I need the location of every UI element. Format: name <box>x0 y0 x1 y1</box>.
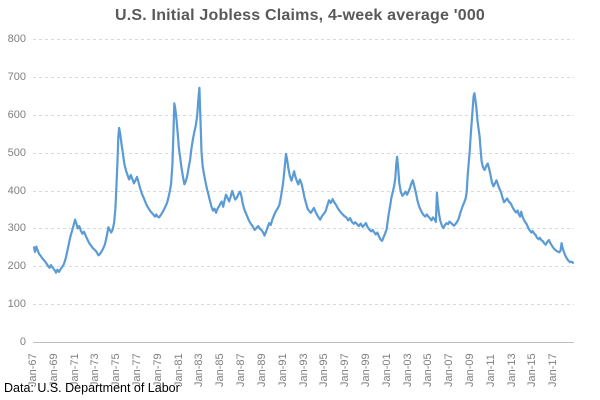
x-tick-label: Jan-05 <box>422 353 434 387</box>
x-tick-label: Jan-85 <box>214 353 226 387</box>
y-tick-label: 600 <box>7 108 26 121</box>
y-tick-label: 800 <box>7 32 26 45</box>
x-tick-label: Jan-83 <box>193 353 205 387</box>
x-tick-label: Jan-97 <box>339 353 351 387</box>
y-tick-label: 200 <box>7 259 26 272</box>
x-tick-label: Jan-89 <box>256 353 268 387</box>
y-tick-label: 400 <box>7 184 26 197</box>
x-tick-label: Jan-87 <box>235 353 247 387</box>
y-tick-label: 500 <box>7 146 26 159</box>
x-tick-label: Jan-01 <box>381 353 393 387</box>
claims-data-line <box>32 86 575 274</box>
x-tick-label: Jan-13 <box>506 353 518 387</box>
chart-title: U.S. Initial Jobless Claims, 4-week aver… <box>114 7 486 24</box>
x-tick-label: Jan-11 <box>485 354 497 387</box>
x-tick-label: Jan-07 <box>443 353 455 387</box>
y-tick-label: 700 <box>7 70 26 83</box>
y-tick-label: 100 <box>7 297 26 310</box>
x-tick-label: Jan-09 <box>464 353 476 387</box>
x-tick-label: Jan-99 <box>360 353 372 387</box>
y-tick-label: 0 <box>19 335 26 348</box>
x-tick-label: Jan-91 <box>277 353 289 387</box>
x-tick-label: Jan-03 <box>402 353 414 387</box>
y-tick-label: 300 <box>7 221 26 234</box>
source-note: Data: U.S. Department of Labor <box>4 381 180 395</box>
x-tick-label: Jan-17 <box>547 353 559 387</box>
x-tick-label: Jan-95 <box>318 353 330 387</box>
x-tick-label: Jan-93 <box>298 353 310 387</box>
x-tick-label: Jan-15 <box>526 353 538 387</box>
